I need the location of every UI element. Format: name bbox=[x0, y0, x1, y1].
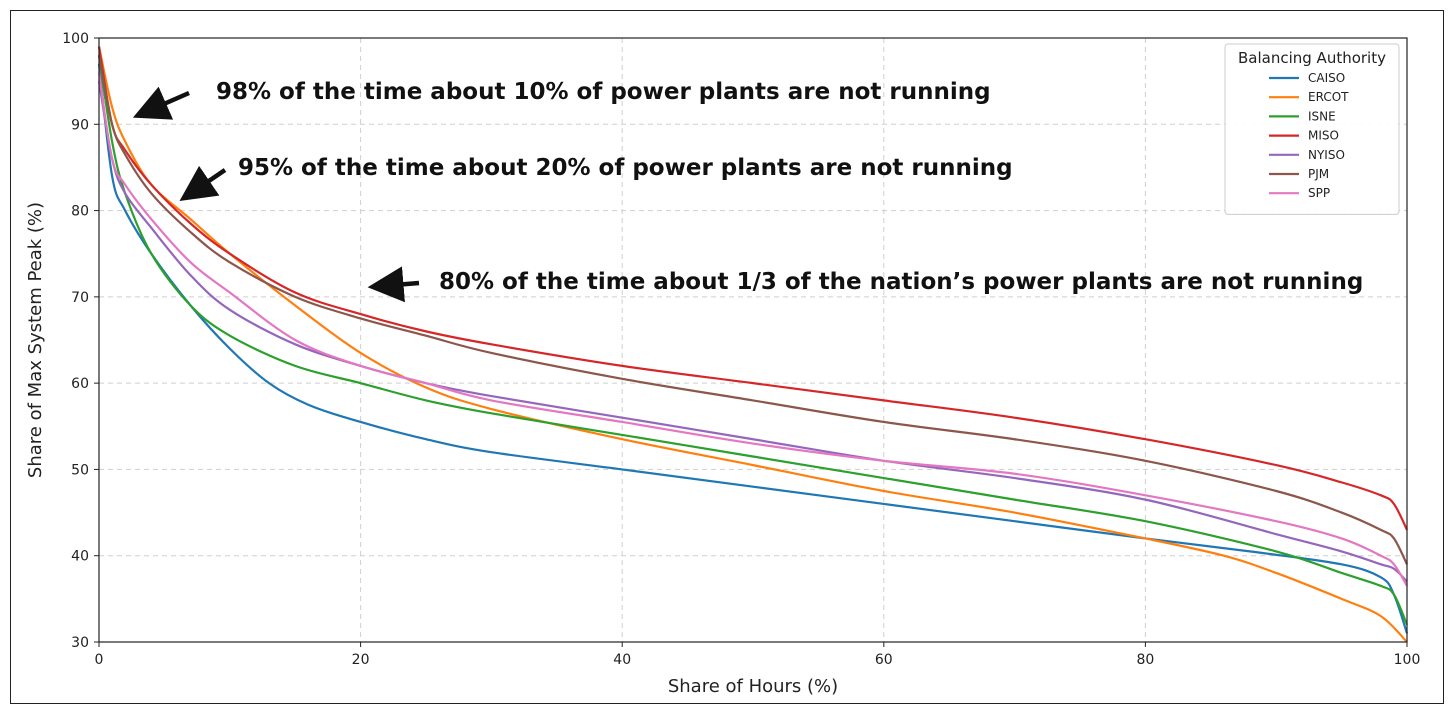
y-tick-label: 90 bbox=[71, 117, 89, 133]
legend-label-pjm: PJM bbox=[1308, 167, 1329, 181]
series-lines bbox=[97, 46, 1409, 643]
y-tick-label: 30 bbox=[71, 635, 89, 651]
y-tick-label: 70 bbox=[71, 290, 89, 306]
y-tick-label: 100 bbox=[62, 31, 89, 47]
plot-area-border bbox=[98, 37, 1408, 643]
axes: 0 20 40 60 80 100 30 40 50 60 70 80 90 100 bbox=[62, 31, 1420, 668]
x-axis-label: Share of Hours (%) bbox=[668, 676, 838, 697]
x-tick-label: 60 bbox=[875, 652, 893, 668]
legend-title: Balancing Authority bbox=[1238, 49, 1386, 67]
series-line-pjm bbox=[97, 55, 1408, 565]
chart-frame: 0 20 40 60 80 100 30 40 50 60 70 80 90 100 98% of the… bbox=[10, 10, 1444, 704]
legend-label-miso: MISO bbox=[1308, 129, 1339, 143]
y-tick-label: 40 bbox=[71, 549, 89, 565]
series-line-nyiso bbox=[97, 80, 1408, 583]
x-tick-label: 80 bbox=[1136, 652, 1154, 668]
annotation-arrow bbox=[132, 86, 190, 120]
series-line-isne bbox=[97, 55, 1409, 626]
legend-label-spp: SPP bbox=[1308, 186, 1330, 200]
y-tick-label: 60 bbox=[71, 376, 89, 392]
load-duration-chart: 0 20 40 60 80 100 30 40 50 60 70 80 90 100 98% of the… bbox=[25, 31, 1420, 697]
series-line-miso bbox=[97, 46, 1408, 531]
x-tick-label: 0 bbox=[95, 652, 104, 668]
legend-label-caiso: CAISO bbox=[1308, 71, 1345, 85]
y-tick-label: 50 bbox=[71, 462, 89, 478]
annotations: 98% of the time about 10% of power plant… bbox=[132, 79, 1363, 303]
annotation-arrow bbox=[367, 266, 420, 303]
legend-label-ercot: ERCOT bbox=[1308, 90, 1349, 104]
annotation-arrow bbox=[179, 165, 227, 202]
annotation-text: 98% of the time about 10% of power plant… bbox=[216, 79, 991, 105]
x-tick-label: 100 bbox=[1394, 652, 1421, 668]
annotation-text: 80% of the time about 1/3 of the nation’… bbox=[439, 269, 1363, 295]
series-line-spp bbox=[97, 72, 1408, 587]
x-tick-label: 20 bbox=[352, 652, 370, 668]
legend-label-nyiso: NYISO bbox=[1308, 148, 1345, 162]
series-line-ercot bbox=[97, 46, 1408, 643]
legend-label-isne: ISNE bbox=[1308, 109, 1336, 123]
y-tick-label: 80 bbox=[71, 204, 89, 220]
legend-box bbox=[1224, 43, 1400, 215]
y-axis-label: Share of Max System Peak (%) bbox=[25, 202, 46, 478]
x-tick-label: 40 bbox=[613, 652, 631, 668]
annotation-text: 95% of the time about 20% of power plant… bbox=[238, 155, 1013, 181]
series-line-caiso bbox=[97, 63, 1409, 634]
legend: Balancing Authority CAISO ERCOT ISNE MISO NYI… bbox=[1224, 43, 1400, 215]
